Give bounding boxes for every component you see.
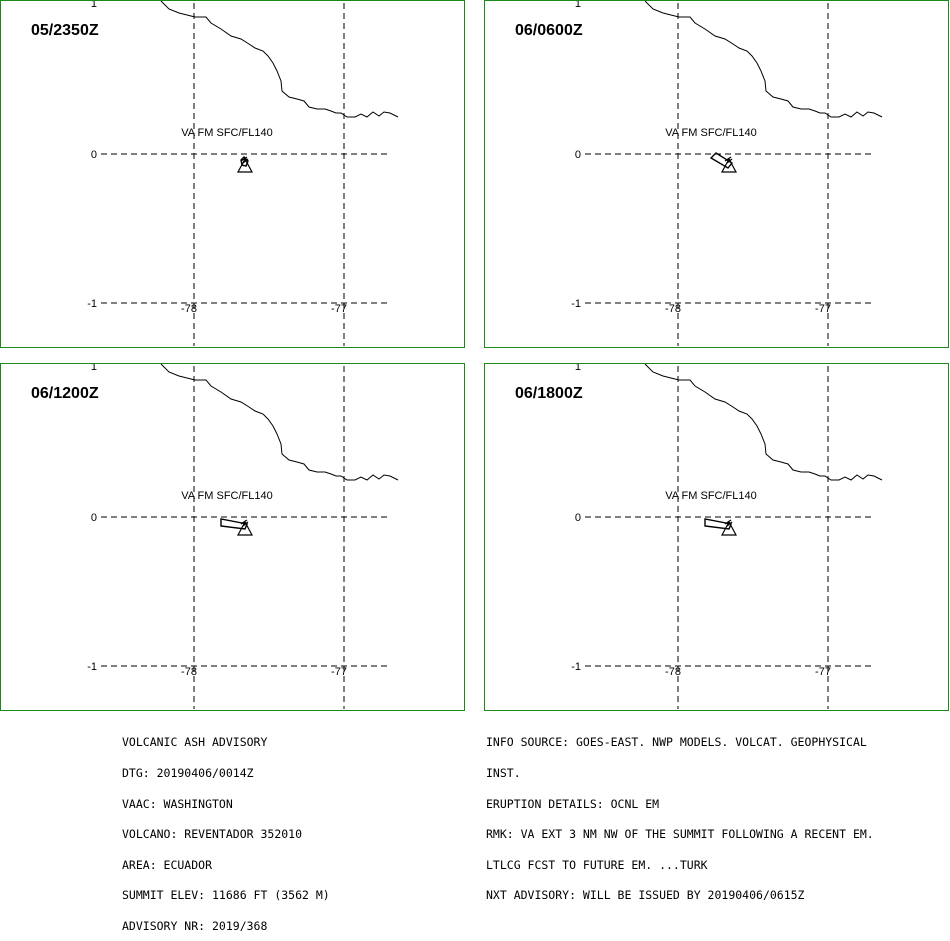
ash-cloud-polygon xyxy=(240,156,249,167)
map-canvas: 1 0 -1 -78 -77 05/2350Z VA FM SFC/FL140 xyxy=(31,0,399,346)
map-canvas: 1 0 -1 -78 -77 06/1800Z VA FM SFC/FL140 xyxy=(515,363,883,709)
advisory-info-source: INFO SOURCE: GOES-EAST. NWP MODELS. VOLC… xyxy=(486,735,867,750)
lat-label-1: 1 xyxy=(575,363,581,373)
map-canvas: 1 0 -1 -78 -77 06/0600Z VA FM SFC/FL140 xyxy=(515,0,883,346)
advisory-dtg: DTG: 20190406/0014Z xyxy=(122,766,254,780)
advisory-info-right: INFO SOURCE: GOES-EAST. NWP MODELS. VOLC… xyxy=(486,717,874,911)
ash-source-marker xyxy=(240,156,249,164)
advisory-next: NXT ADVISORY: WILL BE ISSUED BY 20190406… xyxy=(486,888,805,903)
coastline xyxy=(160,364,399,481)
lat-label-minus1: -1 xyxy=(87,661,97,673)
advisory-number: ADVISORY NR: 2019/368 xyxy=(122,918,268,933)
coastline xyxy=(644,364,883,481)
ash-cloud-polygon xyxy=(704,518,732,530)
advisory-info-left: VOLCANIC ASH ADVISORY DTG: 20190406/0014… xyxy=(122,717,330,941)
lon-label-minus78: -78 xyxy=(665,303,681,315)
lat-label-0: 0 xyxy=(91,149,97,161)
lon-label-minus78: -78 xyxy=(181,303,197,315)
ash-source-marker xyxy=(240,519,249,527)
lat-label-minus1: -1 xyxy=(571,661,581,673)
volcano-triangle-icon xyxy=(720,157,738,173)
lon-label-minus77: -77 xyxy=(815,666,831,678)
lat-label-minus1: -1 xyxy=(571,298,581,310)
forecast-time: 06/0600Z xyxy=(515,22,583,39)
advisory-eruption-details: ERUPTION DETAILS: OCNL EM xyxy=(486,796,660,811)
lat-label-1: 1 xyxy=(575,0,581,10)
advisory-area: AREA: ECUADOR xyxy=(122,857,213,872)
map-canvas: 1 0 -1 -78 -77 06/1200Z VA FM SFC/FL140 xyxy=(31,363,399,709)
advisory-title: VOLCANIC ASH ADVISORY xyxy=(122,735,268,750)
lon-label-minus77: -77 xyxy=(331,666,347,678)
lon-label-minus78: -78 xyxy=(181,666,197,678)
map-panel-2: 1 0 -1 -78 -77 06/0600Z VA FM SFC/FL140 xyxy=(484,0,949,348)
ash-cloud-polygon xyxy=(709,152,734,169)
lon-label-minus77: -77 xyxy=(331,303,347,315)
ash-source-marker xyxy=(724,156,733,164)
advisory-summit-elev: SUMMIT ELEV: 11686 FT (3562 M) xyxy=(122,888,330,903)
advisory-remarks: RMK: VA EXT 3 NM NW OF THE SUMMIT FOLLOW… xyxy=(486,827,874,842)
ash-level-label: VA FM SFC/FL140 xyxy=(665,127,757,139)
ash-cloud-polygon xyxy=(220,518,248,530)
forecast-time: 05/2350Z xyxy=(31,22,99,39)
lat-label-1: 1 xyxy=(91,0,97,10)
lon-label-minus77: -77 xyxy=(815,303,831,315)
advisory-remarks-cont: LTLCG FCST TO FUTURE EM. ...TURK xyxy=(486,857,708,872)
lat-label-minus1: -1 xyxy=(87,298,97,310)
forecast-time: 06/1200Z xyxy=(31,385,99,402)
map-panel-3: 1 0 -1 -78 -77 06/1200Z VA FM SFC/FL140 xyxy=(0,363,465,711)
advisory-volcano: VOLCANO: REVENTADOR 352010 xyxy=(122,827,303,842)
lon-label-minus78: -78 xyxy=(665,666,681,678)
coastline xyxy=(644,1,883,118)
map-panel-1: 1 0 -1 -78 -77 05/2350Z VA FM SFC/FL140 xyxy=(0,0,465,348)
forecast-time: 06/1800Z xyxy=(515,385,583,402)
lat-label-1: 1 xyxy=(91,363,97,373)
ash-level-label: VA FM SFC/FL140 xyxy=(181,490,273,502)
advisory-vaac: VAAC: WASHINGTON xyxy=(122,796,233,811)
ash-level-label: VA FM SFC/FL140 xyxy=(181,127,273,139)
ash-source-marker xyxy=(724,519,733,527)
lat-label-0: 0 xyxy=(575,149,581,161)
lat-label-0: 0 xyxy=(575,512,581,524)
advisory-info-source-cont: INST. xyxy=(486,766,521,780)
map-panel-4: 1 0 -1 -78 -77 06/1800Z VA FM SFC/FL140 xyxy=(484,363,949,711)
lat-label-0: 0 xyxy=(91,512,97,524)
ash-level-label: VA FM SFC/FL140 xyxy=(665,490,757,502)
coastline xyxy=(160,1,399,118)
